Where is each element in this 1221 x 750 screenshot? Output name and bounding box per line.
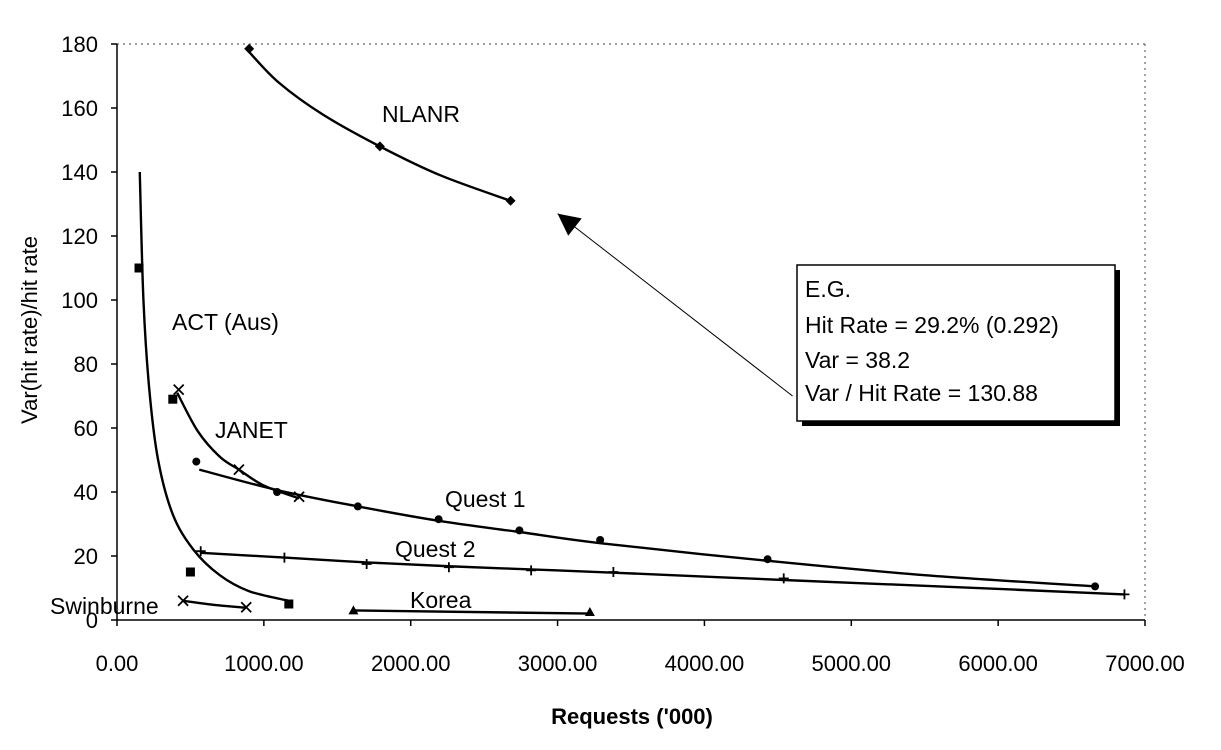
y-tick-label: 180 [61, 32, 98, 57]
act-aus-data-point [134, 263, 144, 273]
act-aus-data-point [284, 599, 294, 609]
callout-line-1: E.G. [805, 276, 851, 302]
callout-line-4: Var / Hit Rate = 130.88 [805, 380, 1038, 406]
janet-trend-line [176, 392, 300, 500]
y-tick-label: 120 [61, 224, 98, 249]
quest-1-data-point [434, 515, 443, 524]
korea-label: Korea [410, 587, 472, 613]
y-tick-label: 140 [61, 160, 98, 185]
nlanr-data-point [374, 141, 385, 152]
nlanr-trend-line [246, 49, 511, 202]
data-markers [134, 43, 1130, 616]
callout-box [796, 264, 1116, 422]
janet-data-point [233, 463, 245, 476]
callout-line-3: Var = 38.2 [805, 347, 910, 373]
quest-2-data-point [279, 552, 290, 563]
y-tick-label: 40 [74, 480, 98, 505]
y-tick-label: 80 [74, 352, 98, 377]
quest-1-data-point [1091, 582, 1100, 591]
korea-data-point [584, 607, 595, 616]
act-aus-label: ACT (Aus) [172, 309, 279, 335]
swinburne-data-point [177, 595, 189, 607]
x-tick-label: 5000.00 [812, 651, 892, 676]
quest-2-data-point [778, 573, 789, 584]
quest-2-trend-line [200, 551, 1125, 596]
y-axis-title: Var(hit rate)/hit rate [17, 236, 42, 424]
quest-2-data-point [443, 562, 454, 573]
quest-1-data-point [353, 502, 362, 511]
x-tick-label: 6000.00 [958, 651, 1038, 676]
quest-1-data-point [596, 536, 605, 544]
plot-frame [116, 43, 1146, 621]
y-tick-label: 60 [74, 416, 98, 441]
x-tick-label: 3000.00 [518, 651, 598, 676]
x-tick-label: 1000.00 [224, 651, 304, 676]
nlanr-data-point [505, 195, 516, 206]
x-axis-title: Requests ('000) [551, 704, 713, 729]
callout-line-2: Hit Rate = 29.2% (0.292) [805, 312, 1059, 338]
korea-data-point [348, 605, 359, 615]
x-tick-label: 2000.00 [371, 651, 451, 676]
callout-arrow-line [557, 213, 793, 397]
swinburne-data-point [240, 601, 252, 613]
quest-1-data-point [273, 488, 282, 496]
nlanr-label: NLANR [382, 101, 460, 127]
quest-2-label: Quest 2 [395, 536, 476, 562]
y-tick-label: 160 [61, 96, 98, 121]
quest-2-data-point [526, 565, 537, 576]
act-aus-data-point [168, 394, 178, 404]
quest-1-trend-line [198, 468, 1096, 588]
axis-ticks: 0.00 1000.00 2000.00 3000.00 4000.00 5000.00 6… [61, 32, 1184, 676]
janet-label: JANET [215, 417, 288, 443]
swinburne-label: Swinburne [50, 593, 159, 619]
series-labels: NLANR ACT (Aus) JANET Quest 1 Quest 2 Swinbur… [50, 101, 526, 619]
callout-arrowhead [557, 213, 582, 236]
quest-1-data-point [515, 526, 524, 535]
quest-2-data-point [361, 559, 372, 569]
quest-1-data-point [192, 457, 201, 466]
x-tick-label: 4000.00 [665, 651, 745, 676]
x-tick-label: 7000.00 [1105, 651, 1185, 676]
x-tick-label: 0.00 [96, 651, 139, 676]
nlanr-data-point [244, 43, 255, 54]
trend-lines [138, 49, 1125, 615]
korea-trend-line [353, 609, 590, 615]
quest-1-label: Quest 1 [445, 486, 526, 512]
y-tick-label: 100 [61, 288, 98, 313]
swinburne-trend-line [182, 599, 247, 610]
quest-2-data-point [1119, 589, 1130, 600]
quest-1-data-point [763, 555, 772, 564]
example-callout: E.G. Hit Rate = 29.2% (0.292) Var = 38.2… [557, 213, 1120, 426]
y-tick-label: 0 [86, 608, 98, 633]
janet-data-point [293, 491, 305, 503]
quest-2-data-point [195, 546, 206, 557]
quest-2-data-point [608, 567, 619, 577]
y-tick-label: 20 [74, 544, 98, 569]
act-aus-trend-line [138, 171, 290, 602]
janet-data-point [173, 383, 185, 396]
act-aus-data-point [185, 567, 195, 577]
